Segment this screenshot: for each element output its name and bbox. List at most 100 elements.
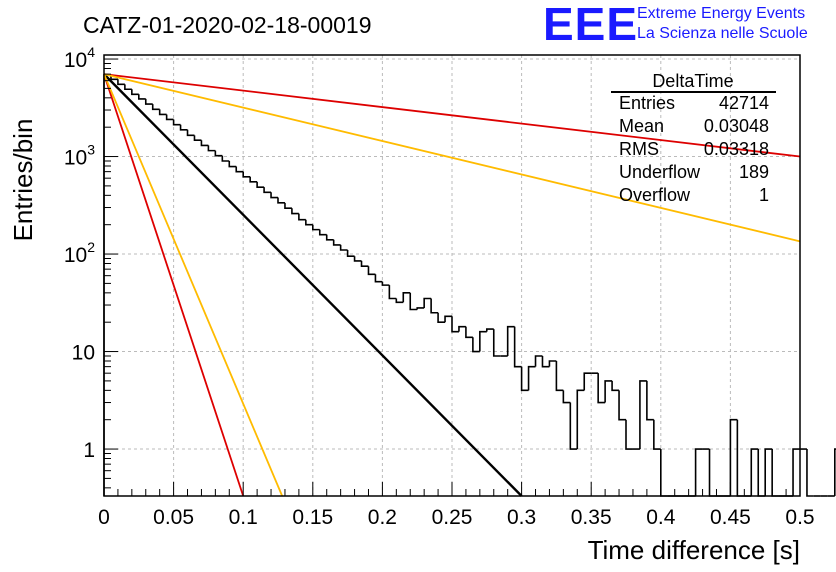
fit-curve bbox=[103, 73, 245, 497]
histogram-bin bbox=[444, 315, 452, 323]
x-tick-label: 0.5 bbox=[785, 506, 814, 529]
histogram-bin bbox=[144, 98, 153, 105]
logo-line-2: La Scienza nelle Scuole bbox=[637, 25, 808, 42]
histogram-bin bbox=[409, 292, 418, 311]
y-tick-label: 104 bbox=[64, 44, 95, 72]
histogram-bin bbox=[117, 79, 125, 86]
histogram-bin bbox=[360, 260, 369, 268]
y-tick-base: 10 bbox=[64, 49, 87, 72]
histogram-bin bbox=[402, 292, 411, 303]
histogram-bin bbox=[374, 274, 383, 283]
histogram-bin bbox=[527, 365, 536, 391]
x-tick-label: 0.45 bbox=[710, 506, 751, 529]
x-axis-label: Time difference [s] bbox=[588, 535, 800, 565]
axis-ticks bbox=[103, 58, 801, 496]
histogram-bin bbox=[534, 355, 543, 367]
histogram-bin bbox=[569, 402, 578, 450]
x-tick-label: 0.3 bbox=[507, 506, 536, 529]
histogram-bin bbox=[305, 219, 313, 226]
histogram-bin bbox=[757, 449, 766, 497]
histogram-bin bbox=[492, 329, 501, 357]
histogram-bin bbox=[646, 380, 654, 421]
histogram-bin bbox=[284, 202, 292, 210]
histogram-bin bbox=[165, 114, 174, 121]
x-tick-label: 0.15 bbox=[292, 506, 333, 529]
x-tick-label: 0 bbox=[98, 506, 110, 529]
histogram-bin bbox=[729, 418, 738, 496]
y-tick-label: 102 bbox=[64, 239, 95, 267]
histogram-bin bbox=[597, 373, 606, 404]
histogram-bin bbox=[694, 448, 703, 496]
histogram-bin bbox=[158, 109, 167, 116]
histogram-bin bbox=[221, 155, 230, 162]
x-tick-label: 0.2 bbox=[368, 506, 397, 529]
histogram-bin bbox=[472, 337, 480, 353]
histogram-bin bbox=[792, 448, 800, 496]
y-tick-exponent: 3 bbox=[87, 142, 95, 158]
histogram-bin bbox=[708, 449, 717, 497]
histogram-bin bbox=[451, 316, 459, 333]
histogram-bin bbox=[416, 307, 425, 310]
histogram-bin bbox=[242, 171, 251, 178]
histogram-bin bbox=[548, 360, 557, 367]
histogram-bin bbox=[235, 166, 244, 173]
y-tick-base: 10 bbox=[64, 244, 87, 267]
chart-title: CATZ-01-2020-02-18-00019 bbox=[83, 12, 372, 38]
y-tick-label: 10 bbox=[72, 342, 95, 365]
histogram-bin bbox=[346, 250, 355, 258]
histogram-bin bbox=[465, 326, 473, 339]
x-tick-label: 0.4 bbox=[646, 506, 676, 529]
histogram-bin bbox=[270, 192, 278, 199]
histogram-bin bbox=[103, 73, 111, 496]
histogram-bin bbox=[179, 124, 188, 131]
histogram-bin bbox=[562, 390, 571, 404]
y-tick-label: 1 bbox=[83, 439, 95, 462]
histogram-bin bbox=[513, 326, 522, 368]
histogram-bin bbox=[486, 328, 494, 332]
histogram-bin bbox=[186, 129, 195, 137]
histogram-bin bbox=[124, 84, 132, 91]
logo-mark: EEE bbox=[543, 0, 638, 50]
stats-title: DeltaTime bbox=[652, 71, 733, 91]
x-tick-label: 0.05 bbox=[153, 506, 194, 529]
histogram-bin bbox=[193, 135, 202, 142]
histogram-bin bbox=[277, 197, 285, 204]
histogram-bin bbox=[555, 360, 564, 392]
histogram-bin bbox=[618, 390, 626, 421]
histogram-bin bbox=[214, 150, 223, 157]
y-tick-base: 10 bbox=[64, 147, 87, 170]
histogram-bin bbox=[583, 372, 592, 391]
histogram-bin bbox=[138, 94, 146, 100]
y-tick-base: 1 bbox=[83, 439, 95, 462]
stats-rows: Entries 42714 Mean 0.03048 RMS 0.03318Underfl… bbox=[619, 93, 769, 205]
histogram-bin bbox=[353, 256, 362, 262]
histogram-bin bbox=[131, 89, 139, 96]
logo-line-1: Extreme Energy Events bbox=[637, 5, 805, 22]
histogram-bin bbox=[458, 325, 466, 332]
histogram-bin bbox=[228, 161, 237, 168]
eee-logo: EEE Extreme Energy Events La Scienza nel… bbox=[543, 0, 808, 50]
y-axis-label: Entries/bin bbox=[8, 119, 38, 242]
y-tick-exponent: 4 bbox=[87, 44, 95, 60]
histogram-bin bbox=[298, 213, 306, 221]
histogram-bin bbox=[249, 176, 258, 183]
stats-value: 0.03048 bbox=[704, 116, 769, 136]
histogram-bin bbox=[318, 229, 327, 236]
histogram-bin bbox=[834, 448, 836, 496]
histogram-bin bbox=[291, 208, 299, 215]
histogram-bin bbox=[172, 119, 181, 126]
y-tick-exponent: 2 bbox=[87, 239, 95, 255]
histogram-bin bbox=[653, 419, 661, 450]
grid-lines bbox=[104, 55, 800, 496]
y-tick-base: 10 bbox=[72, 342, 95, 365]
stats-value: 189 bbox=[739, 162, 769, 182]
x-tick-label: 0.1 bbox=[229, 506, 258, 529]
histogram-bin bbox=[388, 285, 397, 300]
histogram-bin bbox=[332, 239, 341, 246]
histogram-bin bbox=[604, 380, 613, 403]
histogram-bin bbox=[806, 449, 814, 497]
stats-label: Overflow bbox=[619, 185, 691, 205]
histogram-bin bbox=[479, 330, 487, 352]
